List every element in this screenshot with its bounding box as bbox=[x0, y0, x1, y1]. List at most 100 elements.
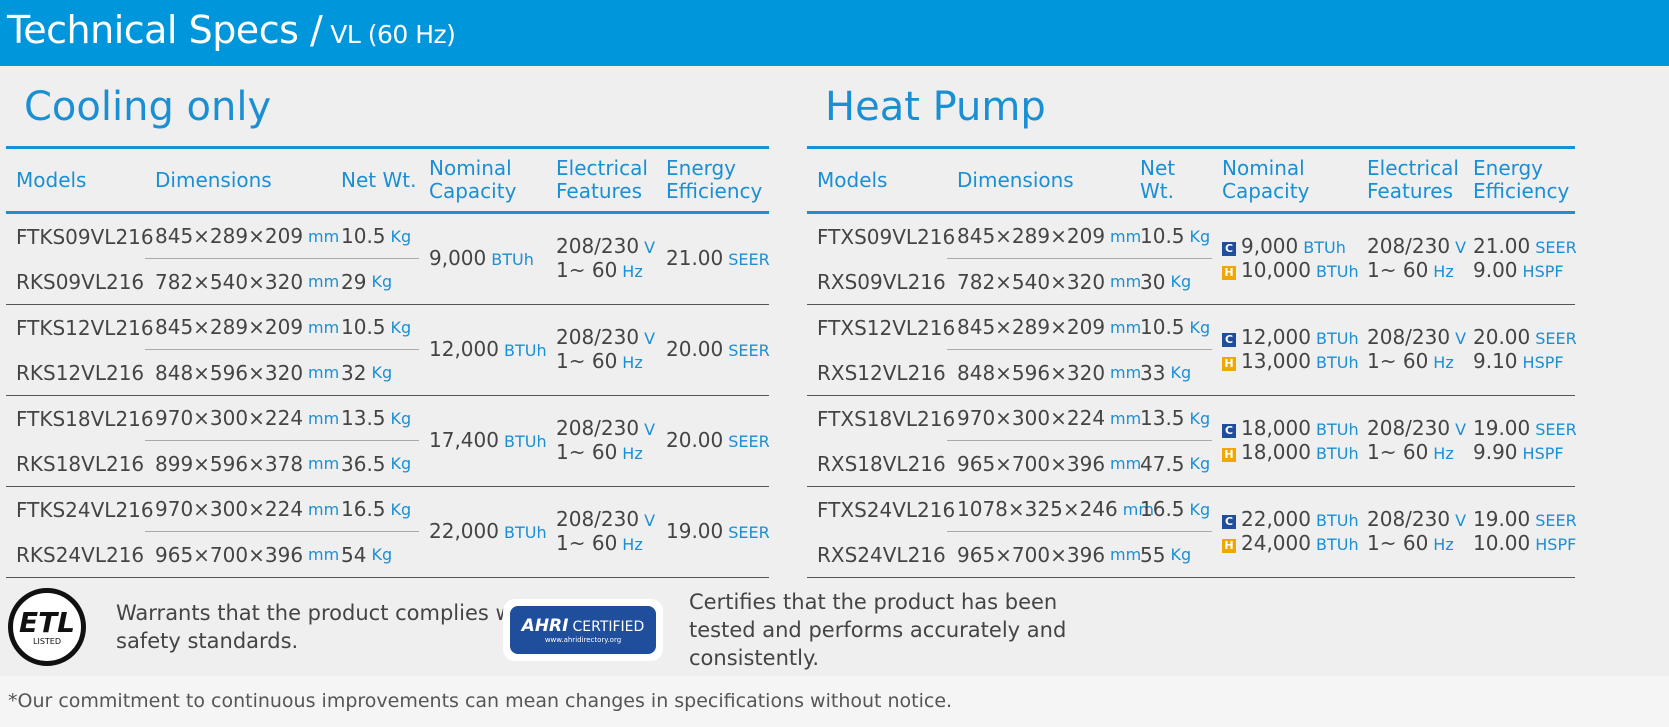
weight: 13.5 bbox=[1140, 406, 1185, 430]
model: RXS24VL216 bbox=[817, 542, 946, 567]
electrical-value: 208/230 bbox=[556, 507, 640, 531]
dimensions: 848×596×320 bbox=[155, 360, 304, 385]
weight: 33 bbox=[1140, 360, 1166, 385]
weight-cell: 10.5 Kg bbox=[1130, 214, 1212, 259]
table-row: FTXS09VL216 845×289×209 mm 10.5 Kg RXS09VL216… bbox=[807, 214, 1577, 305]
model: FTKS24VL216 bbox=[16, 497, 154, 522]
table-row: FTXS12VL216 845×289×209 mm 10.5 Kg RXS12VL216… bbox=[807, 305, 1577, 396]
dimensions-cell: 845×289×209 mm bbox=[145, 305, 339, 350]
dimensions-cell: 848×596×320 mm bbox=[145, 350, 339, 395]
electrical-line: 1~ 60 Hz bbox=[556, 441, 643, 465]
capacity-cell: C 18,000 BTUh H 18,000 BTUh bbox=[1212, 396, 1359, 486]
efficiency-cell: 19.00 SEER 9.90 HSPF bbox=[1463, 396, 1577, 486]
dimensions: 782×540×320 bbox=[957, 269, 1106, 294]
unit: mm bbox=[308, 363, 340, 382]
efficiency-value: 20.00 bbox=[1473, 325, 1531, 349]
electrical-line: 1~ 60 Hz bbox=[556, 350, 643, 374]
weight-cell: 13.5 Kg bbox=[1130, 396, 1212, 441]
unit: BTUh bbox=[491, 250, 534, 269]
unit: Kg bbox=[1189, 499, 1211, 519]
capacity-cell: 17,400 BTUh bbox=[419, 396, 547, 486]
efficiency-line: 20.00 SEER bbox=[666, 429, 770, 453]
column-header: Dimensions bbox=[957, 167, 1074, 192]
unit: Hz bbox=[1433, 444, 1454, 463]
capacity-line: C 22,000 BTUh bbox=[1222, 508, 1359, 532]
dimensions: 965×700×396 bbox=[155, 542, 304, 567]
efficiency-value: 10.00 bbox=[1473, 531, 1531, 555]
unit: Kg bbox=[390, 454, 412, 473]
capacity-value: 22,000 bbox=[1241, 507, 1311, 531]
dimensions: 782×540×320 bbox=[155, 269, 304, 294]
weight-cell: 10.5 Kg bbox=[1130, 305, 1212, 350]
certification-text: Warrants that the product complies with … bbox=[116, 601, 541, 653]
model-cell: RKS18VL216 bbox=[6, 441, 145, 486]
efficiency-line: 19.00 SEER bbox=[1473, 417, 1577, 441]
model-cell: FTXS12VL216 bbox=[807, 305, 955, 350]
dimensions: 845×289×209 bbox=[155, 224, 304, 248]
unit: Kg bbox=[1189, 408, 1211, 428]
model-cell: RKS09VL216 bbox=[6, 259, 145, 304]
weight-cell: 10.5 Kg bbox=[331, 214, 419, 259]
certification-text: Certifies that the product has been test… bbox=[689, 590, 1067, 670]
weight: 30 bbox=[1140, 269, 1166, 294]
electrical-line: 208/230 V bbox=[556, 326, 655, 350]
capacity-value: 12,000 bbox=[429, 337, 499, 361]
unit: BTUh bbox=[1315, 444, 1359, 463]
efficiency-cell: 20.00 SEER bbox=[656, 305, 770, 395]
capacity-line: 9,000 BTUh bbox=[429, 247, 534, 271]
weight: 10.5 bbox=[341, 224, 386, 248]
unit: BTUh bbox=[1303, 238, 1346, 257]
model-cell: RXS12VL216 bbox=[807, 350, 947, 395]
model-cell: RXS18VL216 bbox=[807, 441, 947, 486]
unit: mm bbox=[308, 408, 340, 428]
badge: H bbox=[1222, 266, 1236, 280]
weight-cell: 29 Kg bbox=[331, 259, 419, 304]
weight-cell: 33 Kg bbox=[1130, 350, 1212, 395]
capacity-cell: 22,000 BTUh bbox=[419, 487, 547, 577]
unit: mm bbox=[1110, 272, 1142, 291]
capacity-value: 18,000 bbox=[1241, 416, 1311, 440]
unit: Kg bbox=[371, 363, 393, 382]
column-header: Nominal Capacity bbox=[429, 156, 517, 203]
efficiency-value: 9.10 bbox=[1473, 349, 1518, 373]
efficiency-line: 19.00 SEER bbox=[666, 520, 770, 544]
unit: SEER bbox=[1535, 238, 1577, 257]
weight: 10.5 bbox=[1140, 224, 1185, 248]
capacity-value: 9,000 bbox=[1241, 234, 1299, 258]
capacity-line: H 24,000 BTUh bbox=[1222, 532, 1359, 556]
efficiency-value: 20.00 bbox=[666, 428, 724, 452]
dimensions: 845×289×209 bbox=[957, 315, 1106, 339]
unit: Hz bbox=[622, 262, 643, 281]
unit: mm bbox=[1110, 226, 1142, 246]
capacity-cell: C 9,000 BTUh H 10,000 BTUh bbox=[1212, 214, 1359, 304]
unit: HSPF bbox=[1522, 444, 1564, 463]
electrical-line: 1~ 60 Hz bbox=[1367, 259, 1454, 283]
column-header: Models bbox=[817, 167, 888, 192]
unit: V bbox=[1455, 329, 1467, 348]
electrical-cell: 208/230 V 1~ 60 Hz bbox=[1357, 305, 1467, 395]
weight: 16.5 bbox=[1140, 497, 1185, 521]
dimensions: 970×300×224 bbox=[155, 406, 304, 430]
column-header: Models bbox=[16, 167, 87, 192]
model-cell: FTXS09VL216 bbox=[807, 214, 955, 259]
header-subtitle: VL (60 Hz) bbox=[330, 20, 456, 49]
model: FTKS18VL216 bbox=[16, 406, 154, 431]
electrical-value: 208/230 bbox=[1367, 234, 1451, 258]
table-row: FTXS24VL216 1078×325×246 mm 16.5 Kg RXS24VL21… bbox=[807, 487, 1577, 578]
dimensions: 1078×325×246 bbox=[957, 497, 1118, 521]
unit: BTUh bbox=[1315, 420, 1359, 439]
electrical-cell: 208/230 V 1~ 60 Hz bbox=[546, 214, 656, 304]
electrical-line: 208/230 V bbox=[1367, 235, 1466, 259]
dimensions: 965×700×396 bbox=[957, 451, 1106, 476]
capacity-value: 18,000 bbox=[1241, 440, 1311, 464]
table-row: FTXS18VL216 970×300×224 mm 13.5 Kg RXS18VL216… bbox=[807, 396, 1577, 487]
unit: SEER bbox=[728, 341, 770, 360]
weight-cell: 30 Kg bbox=[1130, 259, 1212, 304]
model: FTKS09VL216 bbox=[16, 224, 154, 249]
efficiency-line: 9.10 HSPF bbox=[1473, 350, 1564, 374]
table-row: FTKS09VL216 845×289×209 mm 10.5 Kg RKS09VL216… bbox=[6, 214, 770, 305]
logo-url: www.ahridirectory.org bbox=[544, 636, 622, 644]
capacity-line: H 10,000 BTUh bbox=[1222, 259, 1359, 283]
section-title: Cooling only bbox=[24, 84, 272, 130]
